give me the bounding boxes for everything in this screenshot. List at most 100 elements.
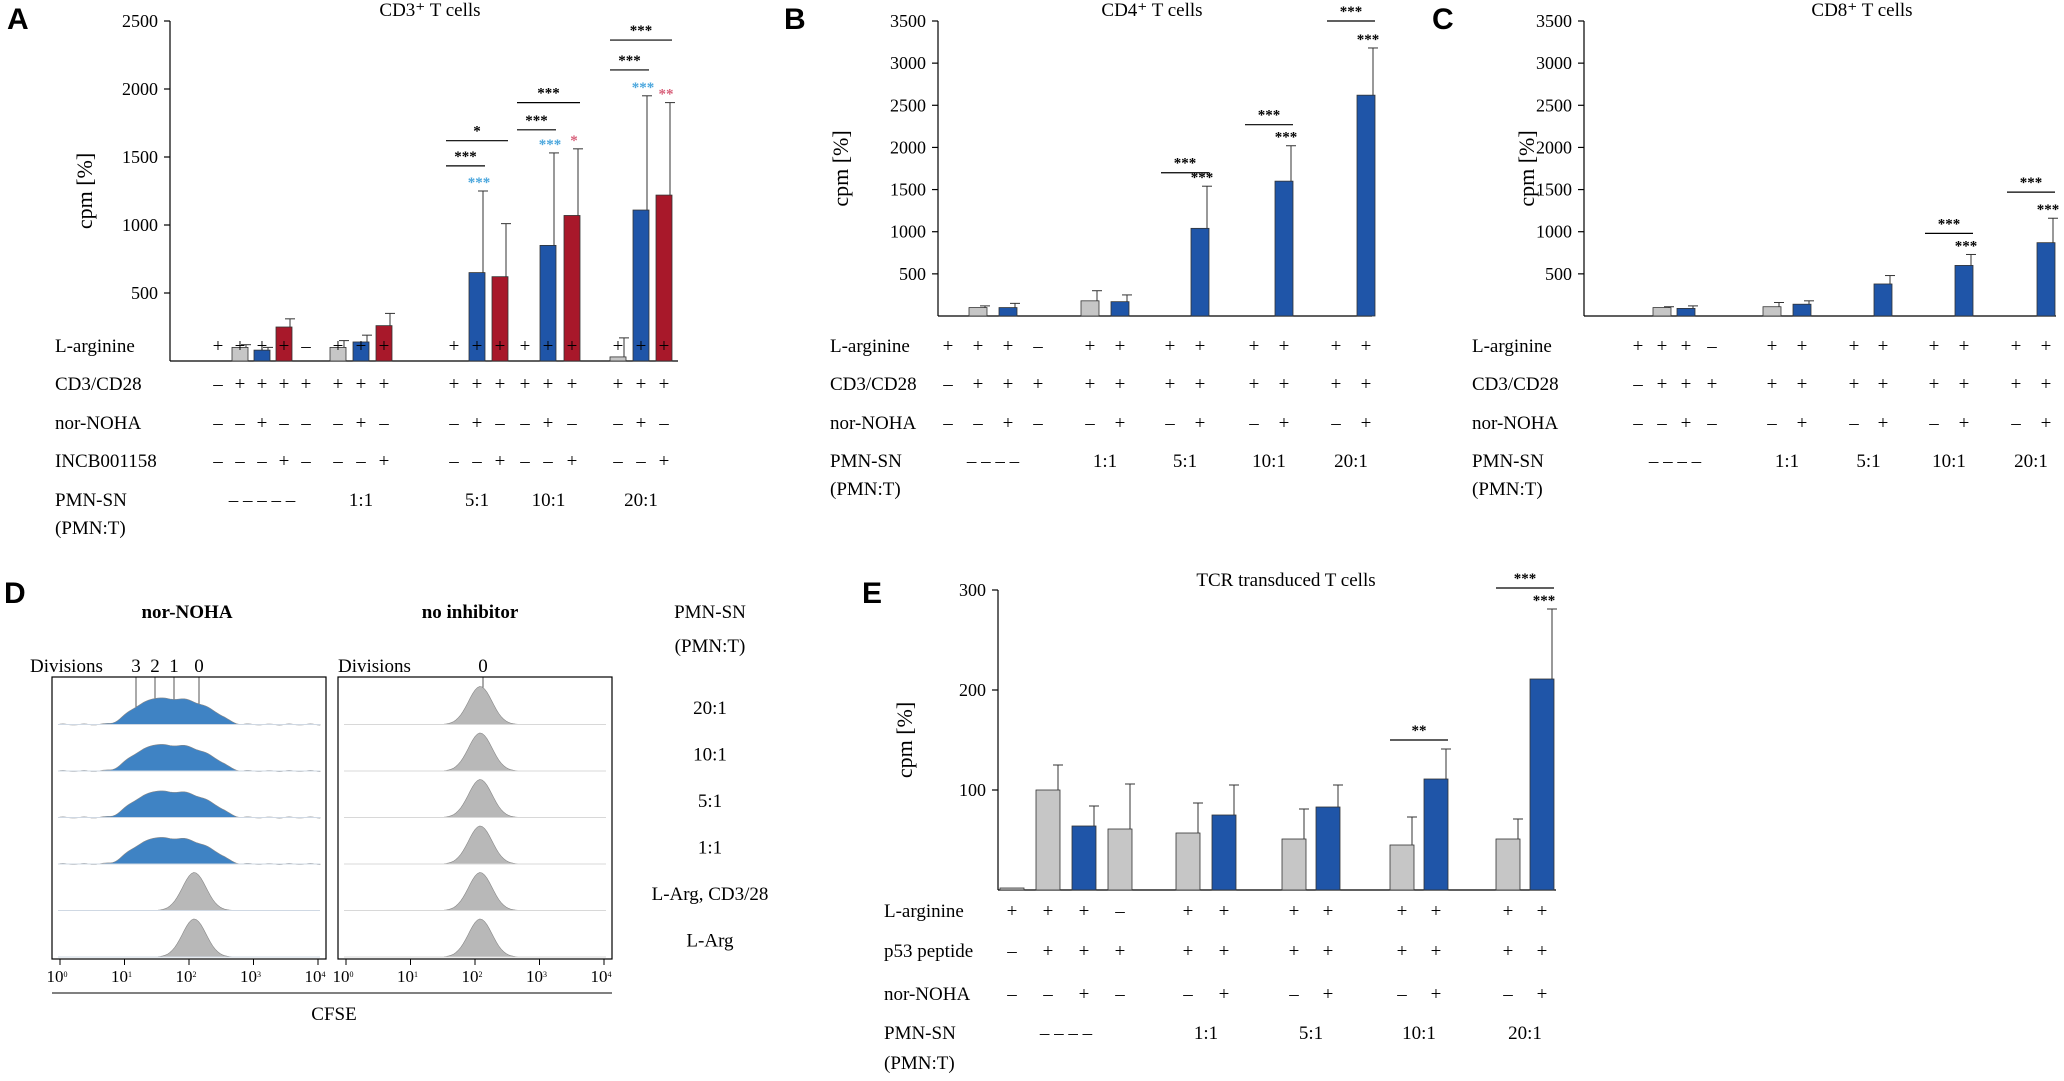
panel-a: A CD3⁺ T cells 500 1000 1500 2000 2500 cpm [%] L…	[7, 0, 678, 539]
bar	[609, 356, 627, 362]
bar	[1274, 180, 1294, 317]
condition-symbol: +	[1115, 336, 1126, 357]
condition-symbol: +	[1503, 901, 1514, 922]
bar	[1652, 307, 1672, 317]
row-label: L-arginine	[830, 336, 910, 357]
condition-symbol: +	[279, 336, 290, 357]
condition-symbol: +	[1085, 336, 1096, 357]
bar	[375, 325, 393, 362]
pmn-ratio-label: 1:1	[1775, 451, 1799, 472]
condition-symbol: –	[972, 413, 983, 434]
condition-symbol: +	[567, 451, 578, 472]
row-label: (PMN:T)	[1472, 479, 1543, 500]
condition-header: PMN-SN	[674, 602, 746, 623]
bar	[998, 307, 1018, 317]
row-label: L-arginine	[884, 901, 964, 922]
y-tick-label: 2500	[890, 95, 926, 115]
condition-symbol: +	[636, 413, 647, 434]
bar	[352, 341, 370, 362]
condition-symbol: –	[448, 413, 459, 434]
condition-symbol: –	[234, 451, 245, 472]
condition-symbol: +	[1431, 984, 1442, 1005]
condition-symbol: +	[973, 374, 984, 395]
condition-symbol: –	[2010, 413, 2021, 434]
condition-symbol: +	[1033, 374, 1044, 395]
condition-symbol: +	[1929, 374, 1940, 395]
bar	[275, 326, 293, 362]
bar-group: + + ++ + +– + –– – +1:1	[329, 312, 395, 511]
pmn-ratio-label: – – – – –	[228, 490, 296, 511]
condition-symbol: –	[1084, 413, 1095, 434]
condition-symbol: –	[1766, 413, 1777, 434]
significance-star: ***	[1275, 130, 1298, 146]
condition-symbol: +	[1003, 413, 1014, 434]
condition-label: L-Arg	[686, 931, 734, 952]
significance-star: ***	[1533, 593, 1556, 609]
pmn-ratio-label: 10:1	[532, 490, 566, 511]
condition-symbol: +	[1115, 941, 1126, 962]
panel-c: C CD8⁺ T cells 500 1000 1500 2000 2500 3000 3500…	[1432, 0, 2059, 500]
bar	[1281, 838, 1307, 891]
condition-symbol: +	[333, 336, 344, 357]
significance-star: ***	[1357, 32, 1380, 48]
condition-symbol: +	[543, 336, 554, 357]
condition-label: 20:1	[693, 698, 727, 719]
bar-group: + ++ +– +1:1	[1762, 300, 1814, 472]
significance-label: ***	[1340, 4, 1363, 20]
condition-symbol: –	[612, 413, 623, 434]
condition-symbol: –	[1928, 413, 1939, 434]
bar	[1389, 844, 1415, 891]
bar-group: + ++ +– +5:1	[1848, 275, 1895, 472]
condition-header-sub: (PMN:T)	[675, 636, 746, 657]
bar	[563, 215, 581, 362]
significance-label: ***	[454, 149, 477, 165]
significance-star: **	[659, 87, 674, 103]
panel-b: B CD4⁺ T cells 500 1000 1500 2000 2500 3000 3500…	[784, 0, 1379, 500]
condition-symbol: –	[566, 413, 577, 434]
row-label: (PMN:T)	[830, 479, 901, 500]
condition-label: L-Arg, CD3/28	[652, 884, 769, 905]
condition-symbol: +	[1323, 901, 1334, 922]
condition-symbol: –	[1164, 413, 1175, 434]
condition-symbol: +	[1195, 336, 1206, 357]
histogram-right	[344, 825, 606, 865]
condition-symbol: +	[472, 374, 483, 395]
condition-symbol: +	[279, 374, 290, 395]
bar-group: ******+ ++ +– +10:1	[1245, 108, 1297, 472]
bar-group: + ++ +– +5:1	[1281, 784, 1343, 1044]
y-tick-label: 1000	[890, 222, 926, 242]
bar-group: *** *******+ + ++ + +– + –– – +10:1	[517, 86, 583, 511]
row-label: nor-NOHA	[55, 413, 141, 434]
condition-symbol: –	[448, 451, 459, 472]
condition-symbol: +	[659, 451, 670, 472]
row-label: p53 peptide	[884, 941, 973, 962]
condition-symbol: +	[1331, 374, 1342, 395]
division-marker-right: 0	[478, 656, 488, 677]
condition-symbol: +	[1195, 413, 1206, 434]
condition-symbol: +	[636, 336, 647, 357]
condition-symbol: –	[1182, 984, 1193, 1005]
bar	[968, 307, 988, 317]
condition-symbol: +	[973, 336, 984, 357]
condition-symbol: +	[379, 451, 390, 472]
divisions-label-left: Divisions	[30, 656, 103, 677]
condition-symbol: +	[356, 336, 367, 357]
significance-label: ***	[525, 113, 548, 129]
bar-group: + ++ +– +1:1	[1080, 290, 1132, 472]
division-marker: 1	[169, 656, 179, 677]
condition-symbol: +	[1165, 374, 1176, 395]
condition-symbol: –	[1632, 413, 1643, 434]
row-label: PMN-SN	[1472, 451, 1544, 472]
condition-symbol: –	[355, 451, 366, 472]
condition-symbol: +	[1361, 413, 1372, 434]
condition-symbol: +	[1929, 336, 1940, 357]
condition-symbol: +	[1195, 374, 1206, 395]
y-tick-label: 2500	[1536, 95, 1572, 115]
bar	[1035, 789, 1061, 891]
condition-symbol: –	[519, 451, 530, 472]
condition-symbol: +	[1878, 336, 1889, 357]
bar-group: *******+ + ++ + +– + –– – +5:1	[446, 124, 511, 511]
y-tick-label: 1000	[122, 215, 158, 235]
